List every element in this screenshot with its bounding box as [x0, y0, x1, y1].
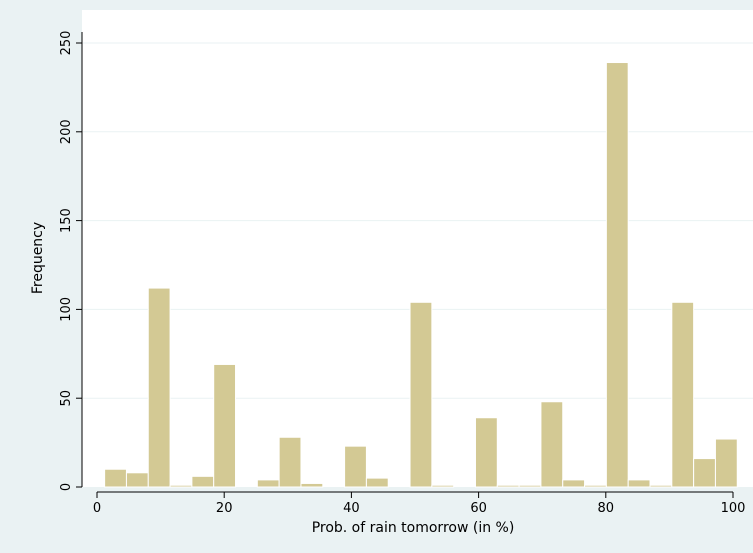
- y-tick-label: 250: [59, 31, 74, 56]
- x-tick-label: 100: [721, 501, 746, 516]
- histogram-bar: [191, 475, 215, 488]
- histogram-bar: [431, 484, 455, 488]
- histogram-bar: [693, 458, 716, 488]
- histogram-bar: [169, 484, 193, 488]
- histogram-bar: [540, 401, 564, 488]
- histogram-bar: [256, 479, 280, 488]
- histogram-bar: [518, 484, 542, 488]
- histogram-bar: [714, 438, 738, 488]
- axes: [81, 32, 733, 493]
- x-tick-label: 20: [216, 501, 233, 516]
- histogram-bar: [671, 301, 695, 488]
- y-tick-label: 200: [59, 119, 74, 144]
- histogram-bar: [627, 479, 651, 488]
- histogram-bar: [584, 484, 607, 488]
- histogram-bar: [213, 363, 237, 488]
- x-tick-label: 0: [93, 501, 101, 516]
- x-tick-label: 60: [470, 501, 487, 516]
- histogram-bar: [104, 468, 127, 488]
- histogram-bar: [605, 62, 629, 488]
- y-ticks: 0 50 100 150 200 250: [59, 31, 82, 491]
- y-tick-label: 100: [59, 297, 74, 322]
- y-tick-label: 50: [59, 390, 74, 407]
- histogram-bar: [344, 445, 367, 488]
- x-tick-label: 40: [343, 501, 360, 516]
- histogram-bar: [649, 484, 673, 488]
- histogram-bar: [365, 477, 389, 488]
- histogram-bar: [300, 482, 324, 488]
- histogram-bar: [125, 472, 149, 488]
- y-tick-label: 0: [59, 483, 74, 491]
- x-axis-title: Prob. of rain tomorrow (in %): [312, 520, 515, 536]
- histogram-bars: [104, 62, 738, 488]
- y-axis-title: Frequency: [30, 222, 46, 294]
- histogram-bar: [147, 287, 171, 488]
- x-tick-label: 80: [598, 501, 615, 516]
- histogram-bar: [562, 479, 586, 488]
- x-ticks: 0 20 40 60 80 100: [93, 492, 746, 516]
- y-tick-label: 150: [59, 208, 74, 233]
- histogram-bar: [474, 417, 498, 488]
- histogram-bar: [409, 301, 433, 488]
- histogram-bar: [496, 484, 520, 488]
- histogram-bar: [278, 436, 302, 488]
